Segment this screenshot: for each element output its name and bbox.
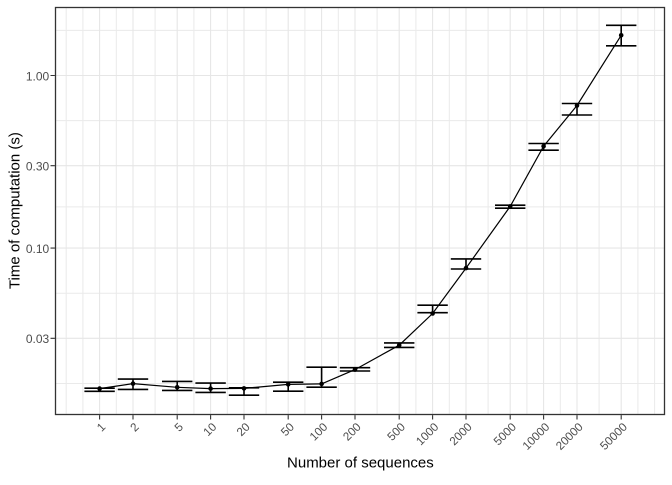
svg-text:0.30: 0.30 <box>26 160 50 174</box>
svg-text:1.00: 1.00 <box>26 69 50 83</box>
svg-text:0.03: 0.03 <box>26 332 50 346</box>
svg-text:Number of sequences: Number of sequences <box>287 455 434 472</box>
svg-text:0.10: 0.10 <box>26 242 50 256</box>
svg-text:Time of computation (s): Time of computation (s) <box>7 132 24 289</box>
